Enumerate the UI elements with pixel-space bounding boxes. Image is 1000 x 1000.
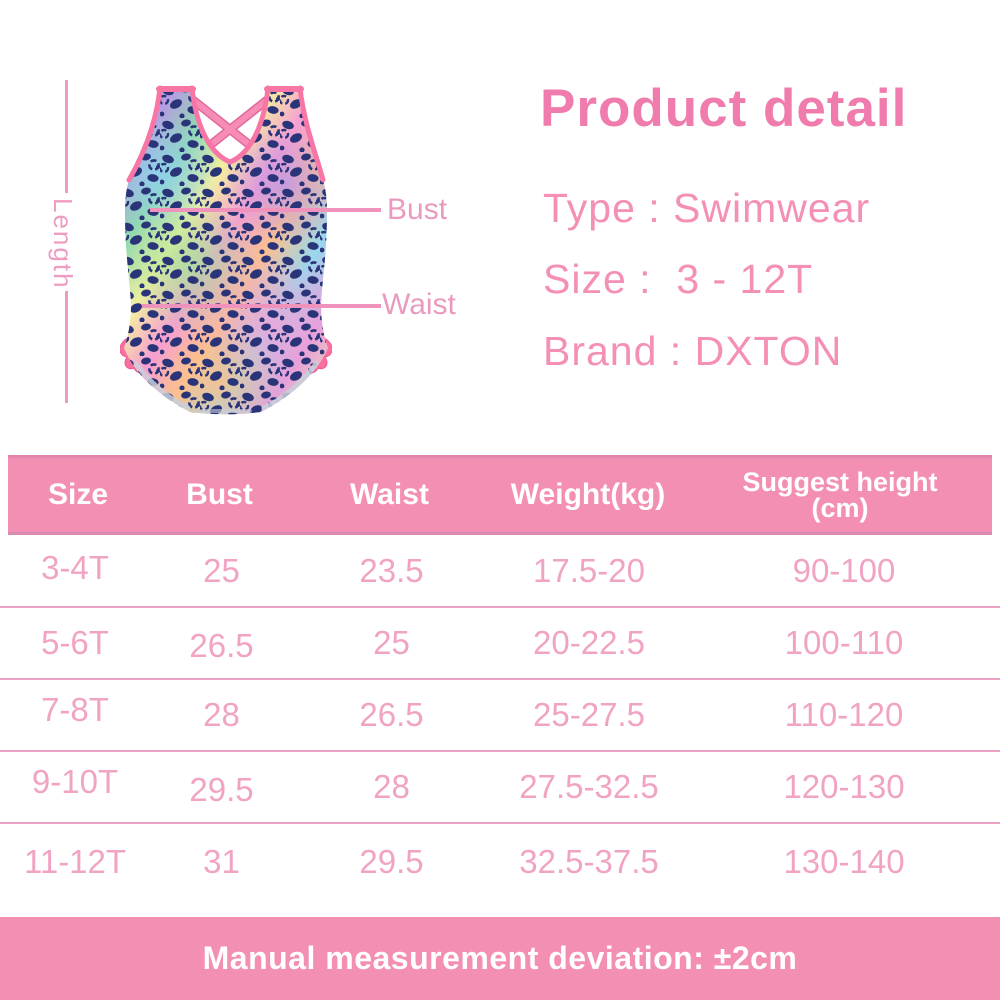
size-table-body: 3-4T 25 23.5 17.5-20 90-100 5-6T 26.5 25…	[0, 535, 1000, 900]
length-line-top	[65, 80, 68, 193]
cell-weight: 20-22.5	[533, 624, 645, 661]
cell-waist: 23.5	[359, 551, 424, 589]
detail-line-size: Size : 3 - 12T	[543, 256, 814, 302]
cell-height: 110-120	[784, 696, 904, 733]
footer-band: Manual measurement deviation: ±2cm	[0, 917, 1000, 1000]
column-header-suggest-height-line2: (cm)	[811, 493, 869, 523]
pink-trim	[126, 85, 326, 183]
cell-size: 7-8T	[41, 691, 109, 728]
column-header-bust: Bust	[186, 478, 253, 511]
cell-bust: 29.5	[189, 771, 254, 808]
cell-bust: 25	[203, 551, 240, 589]
bust-label: Bust	[387, 193, 448, 226]
cell-bust: 26.5	[189, 627, 254, 664]
cell-weight: 27.5-32.5	[519, 768, 659, 805]
size-table-header: Size Bust Waist Weight(kg) Suggest heigh…	[8, 455, 992, 535]
table-row: 3-4T 25 23.5 17.5-20 90-100	[0, 535, 1000, 608]
cell-waist: 29.5	[359, 843, 424, 880]
detail-line-type: Type : Swimwear	[543, 185, 871, 231]
cell-size: 11-12T	[23, 843, 127, 880]
measurement-deviation-note: Manual measurement deviation: ±2cm	[202, 940, 798, 976]
cell-size: 9-10T	[31, 763, 119, 800]
cell-waist: 25	[373, 624, 410, 661]
table-row: 9-10T 29.5 28 27.5-32.5 120-130	[0, 752, 1000, 824]
waist-label: Waist	[382, 288, 456, 321]
page-title: Product detail	[540, 79, 908, 138]
cell-weight: 25-27.5	[533, 696, 645, 733]
column-header-weight: Weight(kg)	[510, 478, 666, 511]
waist-line	[142, 304, 381, 308]
table-row: 7-8T 28 26.5 25-27.5 110-120	[0, 680, 1000, 752]
leg-lining	[133, 361, 319, 413]
column-header-waist: Waist	[350, 478, 429, 511]
column-header-suggest-height: Suggest height (cm)	[742, 467, 938, 523]
cell-bust: 28	[203, 696, 240, 733]
column-header-suggest-height-line1: Suggest height	[742, 467, 938, 497]
table-row: 11-12T 31 29.5 32.5-37.5 130-140	[0, 824, 1000, 900]
length-line-bottom	[65, 291, 68, 403]
cell-height: 130-140	[783, 843, 905, 880]
column-header-size: Size	[47, 478, 109, 511]
cell-weight: 32.5-37.5	[519, 843, 659, 880]
length-label: Length	[48, 198, 78, 290]
table-row: 5-6T 26.5 25 20-22.5 100-110	[0, 608, 1000, 680]
cell-height: 90-100	[792, 551, 896, 589]
cell-height: 120-130	[783, 768, 905, 805]
cell-waist: 28	[373, 768, 410, 805]
cell-weight: 17.5-20	[533, 551, 645, 589]
leopard-print	[124, 88, 328, 415]
detail-line-brand: Brand : DXTON	[543, 328, 843, 374]
cell-size: 3-4T	[41, 548, 109, 586]
cell-size: 5-6T	[41, 624, 109, 661]
cell-bust: 31	[203, 843, 240, 880]
swimsuit-image	[120, 85, 332, 415]
cell-height: 100-110	[784, 624, 904, 661]
cell-waist: 26.5	[359, 696, 424, 733]
bust-line	[150, 208, 381, 212]
